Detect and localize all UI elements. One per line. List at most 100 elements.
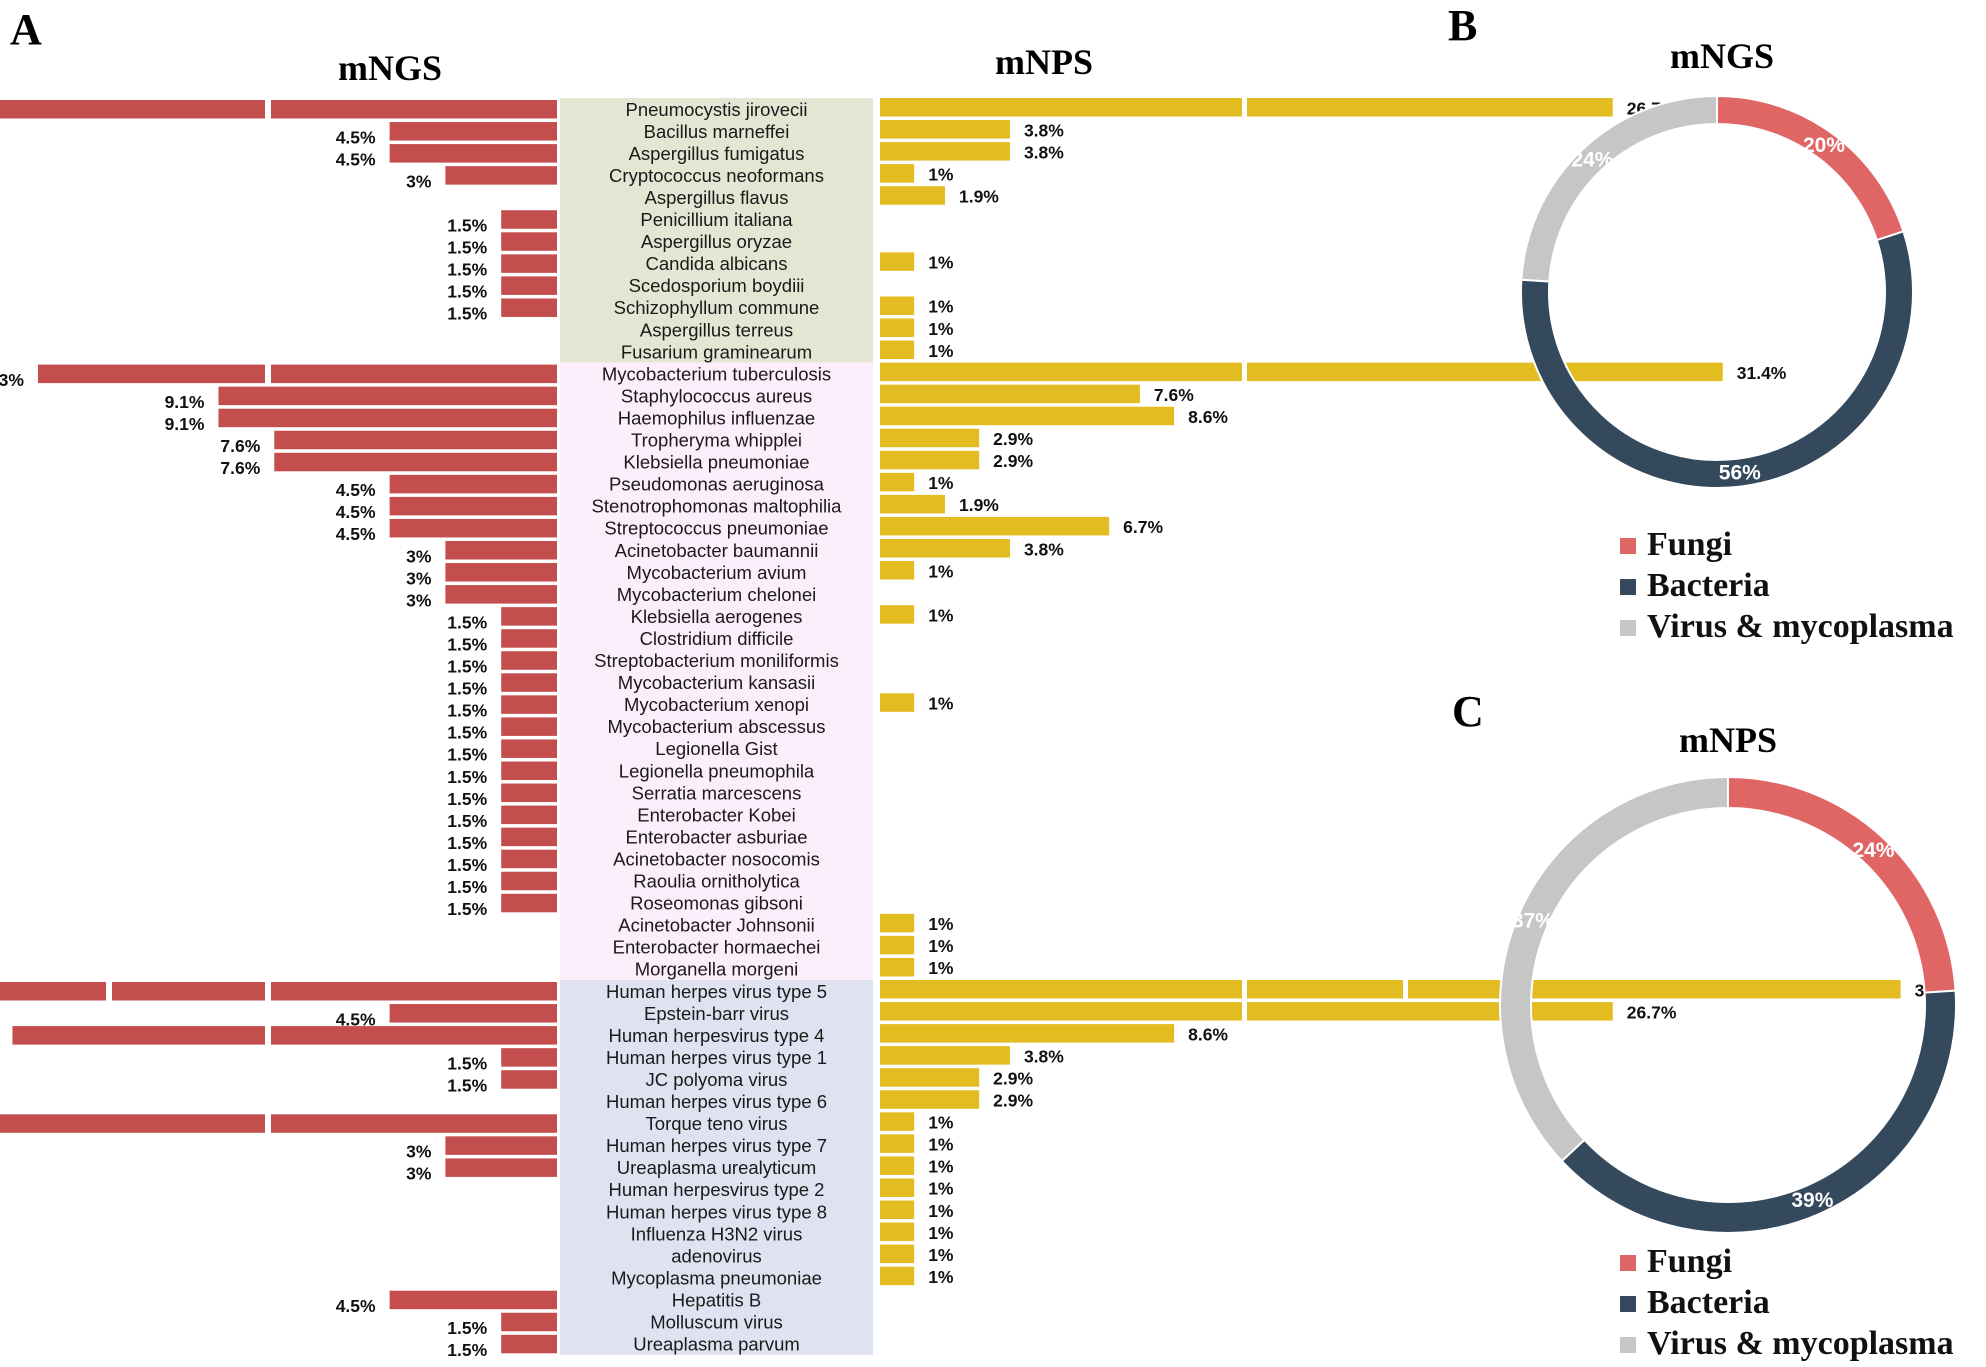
donut-value-label: 56% (1719, 462, 1761, 485)
mngs-bar (389, 474, 557, 494)
organism-name: Human herpesvirus type 2 (609, 1179, 825, 1200)
mngs-bar (501, 783, 557, 803)
mnps-bar (880, 1156, 915, 1175)
organism-name: Human herpes virus type 8 (606, 1201, 827, 1222)
organism-name: Haemophilus influenzae (618, 407, 815, 428)
legend-swatch (1620, 579, 1636, 595)
mngs-bar (501, 210, 557, 229)
organism-row: Klebsiella pneumoniae 7.6% 2.9% (220, 450, 1034, 478)
organism-name: Acinetobacter Johnsonii (618, 915, 814, 936)
organism-row: Torque teno virus33.3%1% (0, 1112, 954, 1134)
donut-slice-fungi (1716, 94, 1905, 242)
mngs-value-label: 1.5% (447, 1075, 487, 1095)
mnps-value-label: 1% (928, 914, 954, 934)
mngs-value-label: 1.5% (447, 855, 487, 875)
donut-value-label: 20% (1803, 134, 1845, 157)
mnps-value-label: 1% (928, 164, 954, 184)
organism-row: Bacillus marneffei 4.5% 3.8% (336, 120, 1064, 147)
organism-row: Penicillium italiana 1.5% (447, 209, 793, 236)
mnps-bar (880, 362, 1723, 382)
organism-name: Legionella Gist (655, 738, 777, 759)
mngs-bar (445, 585, 557, 604)
panel-label-a: A (10, 5, 42, 54)
donut-value-label: 24% (1852, 839, 1894, 862)
organism-row: Cryptococcus neoformans 3% 1% (406, 164, 954, 191)
mnps-bar (880, 516, 1110, 536)
mnps-value-label: 2.9% (993, 1091, 1033, 1111)
mngs-value-label: 1.5% (447, 657, 487, 677)
organism-name: Human herpesvirus type 4 (609, 1025, 825, 1046)
organism-row: Tropheryma whipplei 7.6% 2.9% (220, 428, 1034, 456)
axis-break-gap (265, 363, 271, 385)
mnps-value-label: 1% (928, 1113, 954, 1133)
mngs-value-label: 4.5% (336, 1009, 376, 1029)
mngs-bar (218, 386, 558, 406)
axis-break-gap (265, 981, 271, 1002)
mnps-bar (880, 428, 980, 448)
mngs-bar (501, 1312, 557, 1332)
organism-row: Mycoplasma pneumoniae 1% (611, 1266, 954, 1288)
mngs-value-label: 3% (406, 1142, 432, 1162)
organism-name: Mycobacterium xenopi (624, 694, 809, 715)
mnps-value-label: 7.6% (1154, 385, 1194, 405)
mnps-value-label: 3.8% (1024, 1046, 1064, 1066)
organism-row: Aspergillus oryzae 1.5% (447, 231, 792, 257)
mnps-bar (880, 1200, 915, 1219)
organism-name: Human herpes virus type 6 (606, 1091, 827, 1112)
mnps-bar (880, 384, 1140, 404)
mnps-bar (880, 1222, 915, 1242)
legend-swatch (1620, 1337, 1636, 1353)
mngs-value-label: 1.5% (447, 723, 487, 743)
mngs-value-label: 4.5% (336, 149, 376, 169)
mnps-value-label: 3.8% (1024, 142, 1064, 162)
mngs-bar (37, 364, 557, 384)
mngs-value-label: 1.5% (447, 260, 487, 280)
organism-row: Scedosporium boydiii 1.5% (447, 275, 804, 302)
mnps-bar (880, 142, 1010, 161)
organism-name: Aspergillus fumigatus (629, 143, 805, 164)
mngs-bar (501, 232, 557, 251)
mngs-value-label: 1.5% (447, 833, 487, 853)
mngs-value-label: 3% (406, 171, 432, 191)
mngs-value-label: 1.5% (447, 701, 487, 721)
panel-label-b: B (1448, 1, 1477, 50)
organism-name: Enterobacter asburiae (625, 826, 807, 847)
group-band-bacteria (560, 362, 873, 981)
organism-name: Streptococcus pneumoniae (604, 518, 828, 539)
legend-b: Fungi Bacteria Virus & mycoplasma (1620, 526, 1954, 645)
mnps-value-label: 1% (928, 958, 954, 978)
mngs-value-label: 3% (406, 1164, 432, 1184)
legend-entry: Virus & mycoplasma (1647, 608, 1954, 645)
mngs-bar (0, 982, 557, 1001)
donut-value-label: 39% (1791, 1189, 1833, 1212)
mngs-value-label: 9.1% (165, 414, 205, 434)
mnps-bar (880, 406, 1175, 426)
mnps-bar (880, 1068, 980, 1087)
mnps-value-label: 1.9% (959, 186, 999, 206)
organism-name: Enterobacter Kobei (637, 804, 795, 825)
organism-name: Serratia marcescens (632, 782, 802, 803)
mnps-value-label: 1% (928, 1201, 954, 1221)
mnps-value-label: 1% (928, 936, 954, 956)
organism-name: Roseomonas gibsoni (630, 893, 803, 914)
mngs-value-label: 3% (406, 546, 432, 566)
organism-name: Hepatitis B (672, 1289, 761, 1310)
organism-name: Aspergillus terreus (640, 319, 793, 340)
organism-row: Legionella Gist 1.5% (447, 738, 777, 765)
group-band-virus-mycoplasma (560, 980, 873, 1355)
mngs-value-label: 9.1% (165, 392, 205, 412)
organism-name: Candida albicans (646, 253, 788, 274)
organism-row: Human herpes virus type 7 3% 1% (406, 1134, 954, 1162)
donut-slice-bacteria (1560, 989, 1957, 1234)
organism-row: Hepatitis B 4.5% (336, 1289, 762, 1316)
mngs-bar-title: mNGS (338, 48, 442, 88)
axis-break-gap (265, 1025, 271, 1046)
organism-row: Schizophyllum commune 1.5% 1% (447, 296, 954, 324)
donut-c-title: mNPS (1679, 720, 1777, 760)
mnps-bar (880, 472, 915, 492)
donut-c: 24% 39% 37% (1499, 775, 1957, 1234)
mngs-bar (501, 673, 557, 692)
organism-row: Mycobacterium abscessus 1.5% (447, 716, 825, 743)
mnps-bar (880, 1090, 980, 1109)
organism-name: Mycobacterium kansasii (618, 672, 815, 693)
